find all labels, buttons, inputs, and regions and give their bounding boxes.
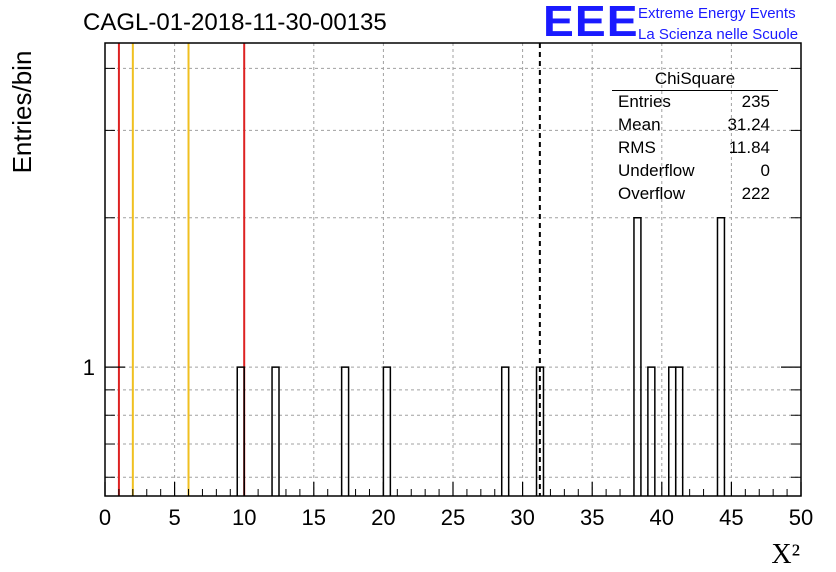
histogram-bar	[716, 217, 726, 496]
histogram-bar	[340, 366, 350, 496]
stats-value: 235	[741, 92, 770, 111]
histogram-bar	[674, 366, 684, 496]
histogram-bar	[647, 366, 656, 496]
stats-label: Mean	[618, 115, 661, 134]
stats-label: Entries	[618, 92, 671, 111]
histogram-bar	[500, 366, 510, 496]
histogram-bars	[236, 217, 726, 496]
histogram-bar	[668, 366, 677, 496]
stats-value: 0	[760, 161, 770, 180]
x-tick-label: 35	[580, 505, 604, 530]
run-title: CAGL-01-2018-11-30-00135	[83, 9, 387, 36]
reference-lines	[117, 43, 246, 496]
x-tick-label: 15	[302, 505, 326, 530]
x-tick-label: 20	[371, 505, 395, 530]
x-tick-label: 50	[789, 505, 813, 530]
logo-line-2: La Scienza nelle Scuole	[638, 26, 799, 43]
x-tick-label: 0	[99, 505, 111, 530]
stats-row: RMS 11.84	[618, 138, 770, 160]
histogram-bar	[236, 366, 245, 496]
stats-label: Overflow	[618, 184, 686, 203]
histogram-bar	[271, 366, 280, 496]
x-axis-label: X²	[771, 539, 800, 570]
stats-divider	[612, 90, 778, 91]
x-tick-label: 5	[168, 505, 180, 530]
tick-labels: 0 5 10 15 20 25 30 35 40 45 50 1	[83, 355, 813, 530]
eee-logo-mark: EEE	[543, 0, 639, 46]
histogram-bar	[382, 366, 392, 496]
grid-layer	[105, 43, 801, 496]
y-axis-label: Entries/bin	[7, 51, 37, 174]
stats-row: Overflow 222	[618, 184, 770, 206]
stats-title: ChiSquare	[654, 69, 736, 88]
x-tick-label: 45	[719, 505, 743, 530]
eee-logo: EEE Extreme Energy Events La Scienza nel…	[543, 0, 833, 46]
stats-row: Mean 31.24	[618, 115, 770, 137]
axis-ticks	[104, 67, 802, 496]
stats-label: RMS	[618, 138, 656, 157]
stats-value: 222	[741, 184, 770, 203]
stats-box: ChiSquare Entries 235 Mean 31.24 RMS 11.…	[612, 69, 778, 209]
stats-row: Underflow 0	[618, 161, 770, 183]
stats-label: Underflow	[618, 161, 695, 180]
x-tick-label: 10	[232, 505, 256, 530]
stats-row: Entries 235	[618, 92, 770, 114]
x-tick-label: 40	[650, 505, 674, 530]
y-tick-label: 1	[83, 355, 95, 380]
stats-value: 31.24	[727, 115, 770, 134]
x-tick-label: 25	[441, 505, 465, 530]
logo-line-1: Extreme Energy Events	[638, 5, 796, 22]
histogram-bar	[633, 217, 642, 496]
x-tick-label: 30	[510, 505, 534, 530]
stats-value: 11.84	[728, 138, 770, 157]
